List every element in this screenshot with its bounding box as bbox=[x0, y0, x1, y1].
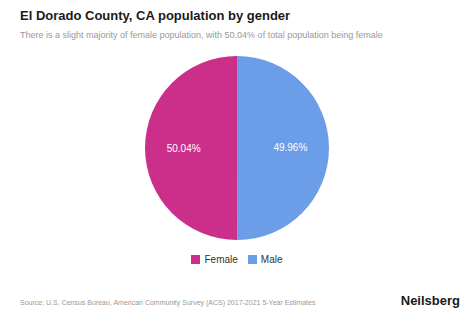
html-text:Neilsberg: Neilsberg bbox=[400, 293, 460, 308]
svg-text:50.04%: 50.04% bbox=[167, 143, 201, 154]
html-text:Source: U.S. Census Bureau, Am: Source: U.S. Census Bureau, American Com… bbox=[20, 299, 316, 306]
svg-text:49.96%: 49.96% bbox=[273, 142, 307, 153]
html-text:Female: Female bbox=[204, 254, 238, 265]
html-text:There is a slight majority of: There is a slight majority of female pop… bbox=[20, 30, 383, 40]
html-text:El Dorado County, CA populatio: El Dorado County, CA population by gende… bbox=[20, 8, 291, 23]
html-text:Male: Male bbox=[260, 254, 283, 265]
